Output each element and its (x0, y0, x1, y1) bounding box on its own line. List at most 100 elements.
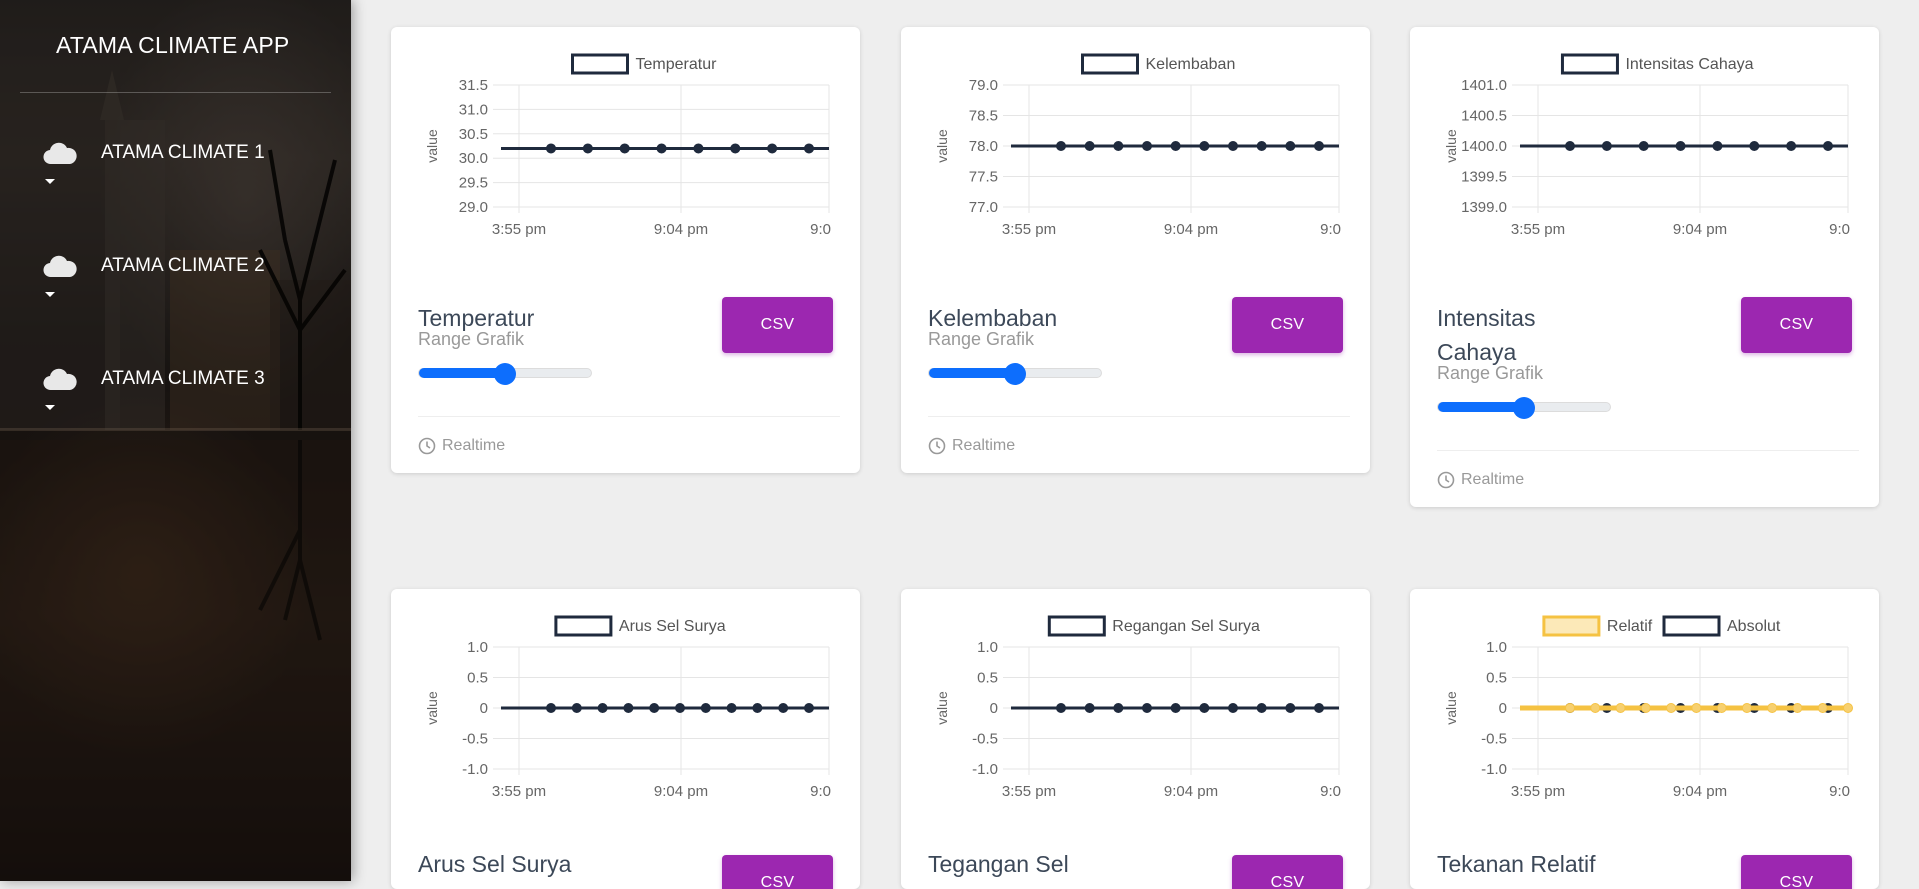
data-point[interactable] (804, 703, 814, 713)
csv-button[interactable]: CSV (722, 297, 833, 353)
data-point[interactable] (1638, 141, 1649, 151)
data-point[interactable] (1142, 141, 1152, 151)
y-tick-label: 1399.0 (1461, 199, 1507, 216)
data-point[interactable] (752, 703, 763, 713)
caret-down-icon[interactable] (45, 179, 55, 184)
data-point[interactable] (1228, 141, 1238, 151)
data-point[interactable] (1741, 703, 1752, 713)
sidebar-item-atama-climate-3[interactable]: ATAMA CLIMATE 3 (42, 368, 332, 428)
data-point[interactable] (1084, 703, 1095, 713)
data-point[interactable] (1565, 141, 1575, 151)
legend-label[interactable]: Relatif (1607, 618, 1653, 635)
y-tick-label: 1399.5 (1461, 169, 1507, 186)
legend-label[interactable]: Regangan Sel Surya (1112, 618, 1260, 635)
csv-button[interactable]: CSV (1741, 297, 1852, 353)
legend-label[interactable]: Arus Sel Surya (619, 618, 726, 635)
data-point[interactable] (1228, 703, 1238, 713)
legend-swatch[interactable] (554, 615, 613, 637)
data-point[interactable] (656, 143, 667, 154)
sidebar-item-atama-climate-2[interactable]: ATAMA CLIMATE 2 (42, 255, 332, 315)
range-slider[interactable] (1437, 397, 1611, 419)
data-point[interactable] (571, 703, 582, 713)
data-point[interactable] (1691, 703, 1702, 713)
data-point[interactable] (1565, 703, 1575, 713)
data-point[interactable] (730, 143, 741, 154)
legend-swatch[interactable] (1081, 53, 1139, 75)
data-point[interactable] (649, 703, 660, 713)
data-point[interactable] (1142, 703, 1152, 713)
data-point[interactable] (1084, 141, 1095, 151)
data-point[interactable] (1615, 703, 1626, 713)
data-point[interactable] (1256, 703, 1267, 713)
legend-label[interactable]: Kelembaban (1146, 56, 1236, 73)
data-point[interactable] (1314, 703, 1324, 713)
data-point[interactable] (1113, 141, 1124, 151)
legend-swatch[interactable] (1542, 615, 1601, 637)
data-point[interactable] (1712, 141, 1723, 151)
slider-fill (929, 368, 1015, 378)
legend-label[interactable]: Temperatur (636, 56, 718, 73)
data-point[interactable] (1675, 141, 1686, 151)
data-point[interactable] (1601, 141, 1612, 151)
card-arus-sel-surya: 1.0 0.5 0 -0.5 -1.0 3:55 pm 9:04 pm 9:0 value Aru… (391, 589, 860, 889)
data-point[interactable] (1285, 141, 1296, 151)
legend-swatch[interactable] (571, 53, 629, 75)
csv-button[interactable]: CSV (1232, 855, 1343, 889)
data-point[interactable] (1113, 703, 1124, 713)
data-point[interactable] (1817, 703, 1828, 713)
data-point[interactable] (1640, 703, 1651, 713)
slider-thumb[interactable] (1004, 363, 1026, 385)
app-title[interactable]: ATAMA CLIMATE APP (56, 32, 290, 58)
data-point[interactable] (1792, 703, 1803, 713)
data-point[interactable] (1749, 141, 1760, 151)
data-point[interactable] (1170, 141, 1181, 151)
data-point[interactable] (1314, 141, 1324, 151)
sidebar-item-atama-climate-1[interactable]: ATAMA CLIMATE 1 (42, 142, 332, 202)
x-tick-label: 9:04 pm (1164, 221, 1218, 238)
data-point[interactable] (1843, 703, 1853, 713)
data-point[interactable] (546, 143, 556, 154)
legend-swatch[interactable] (1662, 615, 1721, 637)
data-point[interactable] (1170, 703, 1181, 713)
data-point[interactable] (1716, 703, 1727, 713)
data-point[interactable] (767, 143, 778, 154)
y-axis-label: value (1443, 129, 1459, 163)
csv-button[interactable]: CSV (722, 855, 833, 889)
slider-thumb[interactable] (494, 363, 516, 385)
data-point[interactable] (700, 703, 711, 713)
data-point[interactable] (582, 143, 593, 154)
slider-thumb[interactable] (1513, 397, 1535, 419)
legend-swatch[interactable] (1047, 615, 1106, 637)
legend-label[interactable]: Intensitas Cahaya (1625, 56, 1753, 73)
csv-button[interactable]: CSV (1741, 855, 1852, 889)
data-point[interactable] (1199, 141, 1210, 151)
data-point[interactable] (619, 143, 630, 154)
data-point[interactable] (1056, 141, 1066, 151)
data-point[interactable] (675, 703, 685, 713)
data-point[interactable] (623, 703, 634, 713)
x-tick-label: 9:0 (1829, 783, 1850, 800)
data-point[interactable] (778, 703, 789, 713)
range-slider[interactable] (418, 363, 592, 385)
data-point[interactable] (693, 143, 704, 154)
data-point[interactable] (546, 703, 556, 713)
data-point[interactable] (1285, 703, 1296, 713)
data-point[interactable] (1767, 703, 1778, 713)
caret-down-icon[interactable] (45, 405, 55, 410)
range-slider[interactable] (928, 363, 1102, 385)
legend-label[interactable]: Absolut (1727, 618, 1781, 635)
data-point[interactable] (1056, 703, 1066, 713)
data-point[interactable] (804, 143, 814, 154)
data-point[interactable] (1666, 703, 1677, 713)
data-point[interactable] (1590, 703, 1601, 713)
data-point[interactable] (1823, 141, 1833, 151)
data-point[interactable] (1199, 703, 1210, 713)
data-point[interactable] (726, 703, 737, 713)
caret-down-icon[interactable] (45, 292, 55, 297)
data-point[interactable] (597, 703, 608, 713)
data-point[interactable] (1786, 141, 1797, 151)
data-point[interactable] (1256, 141, 1267, 151)
legend-swatch[interactable] (1560, 53, 1619, 75)
csv-button[interactable]: CSV (1232, 297, 1343, 353)
slider-fill (419, 368, 505, 378)
